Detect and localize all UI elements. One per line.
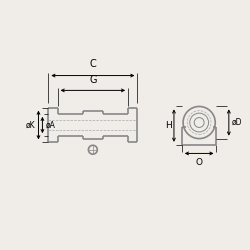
Text: O: O [196,158,203,167]
Text: øD: øD [231,118,242,127]
Text: øA: øA [46,120,55,130]
Text: øK: øK [26,120,36,130]
Text: G: G [89,76,96,86]
Text: C: C [90,59,96,69]
Text: H: H [165,121,172,130]
